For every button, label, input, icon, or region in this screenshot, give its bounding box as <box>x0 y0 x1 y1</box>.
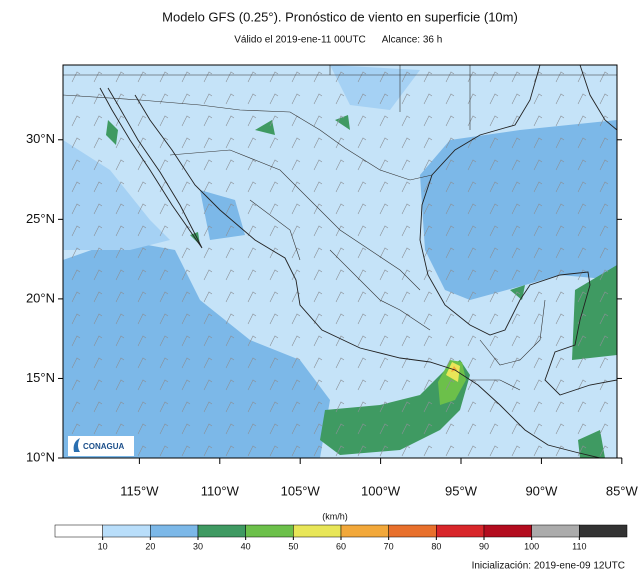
lon-tick-label: 85°W <box>606 483 639 498</box>
lat-tick-label: 10°N <box>26 449 55 464</box>
coastline <box>134 94 601 458</box>
wind-barbs <box>63 65 617 458</box>
colorbar-box <box>150 524 199 538</box>
colorbar-box <box>579 524 628 538</box>
coastline <box>579 65 617 131</box>
valid-time: Válido el 2019-ene-11 00UTC <box>234 35 366 46</box>
lon-tick-label: 90°W <box>525 483 558 498</box>
colorbar-tick-label: 30 <box>193 541 203 551</box>
colorbar-box <box>293 524 342 538</box>
axes: 10°N 15°N 20°N 25°N 30°N 115°W 110°W 105°W 100°W… <box>26 131 639 498</box>
colorbar-box <box>102 524 151 538</box>
colorbar-box <box>483 524 532 538</box>
lon-tick-label: 95°W <box>445 483 478 498</box>
lat-tick-label: 20°N <box>26 290 55 305</box>
colorbar-tick-label: 90 <box>479 541 489 551</box>
colorbar-tick-label: 80 <box>431 541 441 551</box>
colorbar-box <box>388 524 437 538</box>
colorbar-box <box>436 524 485 538</box>
footer: Inicialización: 2019-ene-09 12UTC <box>472 561 625 572</box>
logo-box <box>68 436 134 456</box>
border <box>63 65 617 130</box>
map-frame <box>62 64 618 459</box>
colorbar-box <box>197 524 246 538</box>
logo-icon <box>73 438 80 452</box>
logo-text: CONAGUA <box>83 442 125 451</box>
forecast-range: Alcance: 36 h <box>382 35 443 46</box>
colorbar-tick-label: 100 <box>524 541 539 551</box>
colorbar-tick-label: 50 <box>288 541 298 551</box>
lon-tick-label: 100°W <box>361 483 401 498</box>
colorbar-tick-label: 60 <box>336 541 346 551</box>
lat-tick-label: 25°N <box>26 211 55 226</box>
colorbar-box <box>340 524 389 538</box>
colorbar-tick-label: 10 <box>98 541 108 551</box>
logo: CONAGUA <box>68 436 134 456</box>
colorbar: 10 20 30 40 50 60 70 80 90 100 110 <box>54 524 628 551</box>
lon-tick-label: 115°W <box>120 483 159 498</box>
map: CONAGUA <box>63 65 617 458</box>
lon-tick-label: 110°W <box>201 483 240 498</box>
colorbar-tick-label: 20 <box>145 541 155 551</box>
coastline <box>419 65 617 396</box>
colorbar-box <box>245 524 294 538</box>
lat-tick-label: 30°N <box>26 131 55 146</box>
colorbar-unit: (km/h) <box>322 511 348 521</box>
lat-tick-label: 15°N <box>26 370 55 385</box>
colorbar-tick-label: 40 <box>241 541 251 551</box>
lon-tick-label: 105°W <box>281 483 321 498</box>
colorbar-tick-label: 70 <box>384 541 394 551</box>
colorbar-box <box>54 524 103 538</box>
border <box>63 94 433 181</box>
coastline <box>99 87 203 249</box>
colorbar-box <box>531 524 580 538</box>
title: Modelo GFS (0.25°). Pronóstico de viento… <box>162 9 518 24</box>
colorbar-tick-label: 110 <box>572 541 586 551</box>
border <box>169 149 546 391</box>
